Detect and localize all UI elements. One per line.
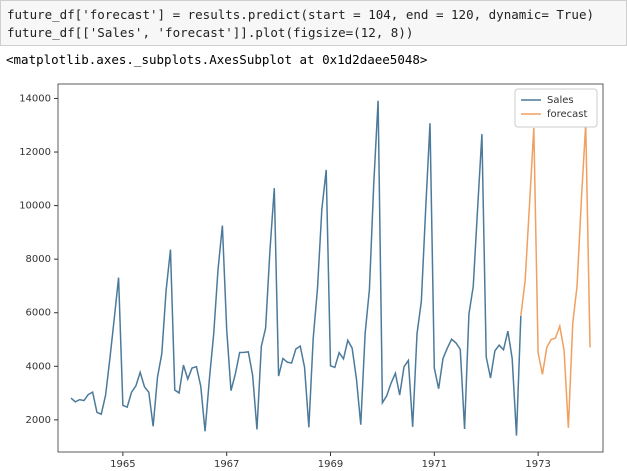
legend-label: forecast: [547, 109, 588, 120]
y-tick-label: 4000: [26, 361, 51, 372]
x-tick-label: 1969: [318, 459, 343, 470]
y-tick-label: 8000: [26, 254, 51, 265]
output-text: <matplotlib.axes._subplots.AxesSubplot a…: [6, 52, 428, 67]
series-line: [70, 100, 522, 436]
y-tick-label: 10000: [19, 201, 51, 212]
x-tick-label: 1965: [110, 459, 135, 470]
y-tick-label: 12000: [19, 147, 51, 158]
y-tick-label: 14000: [19, 93, 51, 104]
y-tick-label: 6000: [26, 308, 51, 319]
legend-label: Sales: [547, 95, 574, 106]
plot-frame: [57, 83, 604, 453]
series-line: [520, 123, 591, 428]
code-line: future_df['forecast'] = results.predict(…: [7, 7, 594, 22]
code-cell: future_df['forecast'] = results.predict(…: [0, 0, 627, 46]
x-tick-label: 1967: [214, 459, 239, 470]
y-tick-label: 2000: [26, 415, 51, 426]
x-tick-label: 1973: [525, 459, 550, 470]
code-line: future_df[['Sales', 'forecast']].plot(fi…: [7, 25, 414, 40]
x-tick-label: 1971: [422, 459, 447, 470]
legend-box: [514, 88, 598, 128]
